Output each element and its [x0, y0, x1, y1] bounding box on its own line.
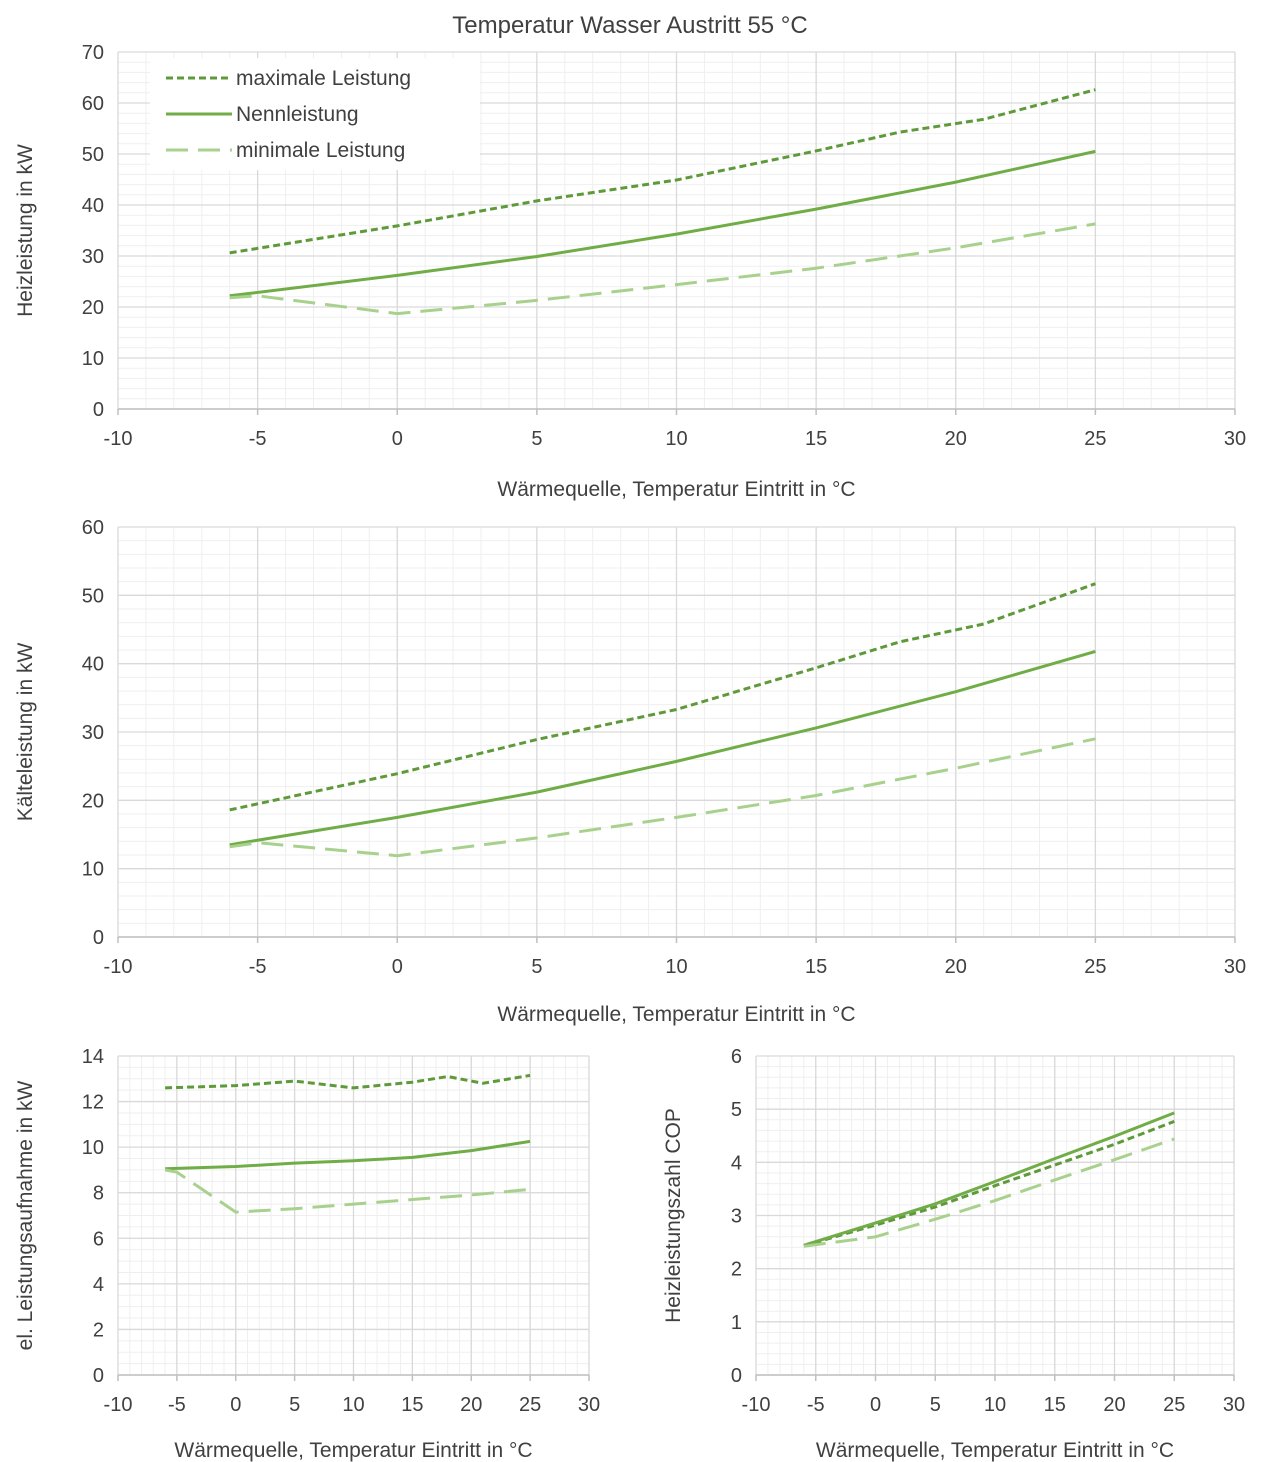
x-tick-label: 10 — [984, 1394, 1006, 1416]
y-tick-label: 40 — [82, 195, 104, 217]
legend-label: Nennleistung — [236, 103, 359, 126]
y-tick-label: 20 — [82, 790, 104, 812]
y-tick-label: 14 — [82, 1046, 104, 1068]
legend: maximale Leistung Nennleistung minimale Le… — [150, 58, 480, 170]
x-tick-label: 15 — [805, 956, 827, 978]
y-tick-label: 2 — [731, 1259, 742, 1281]
legend-label: minimale Leistung — [236, 139, 405, 162]
x-tick-label: -10 — [104, 428, 133, 450]
x-axis-label: Wärmequelle, Temperatur Eintritt in °C — [497, 1003, 855, 1026]
x-tick-label: 10 — [342, 1394, 364, 1416]
y-tick-label: 30 — [82, 246, 104, 268]
series-line-dashed — [803, 1137, 1175, 1248]
chart-2: -10 -5 0 5 10 15 20 25 30 0 10 20 30 40 50 60 Wärmequell… — [14, 517, 1246, 1026]
x-tick-label: 25 — [519, 1394, 541, 1416]
y-tick-label: 0 — [93, 399, 104, 421]
x-tick-label: 20 — [460, 1394, 482, 1416]
y-tick-label: 50 — [82, 144, 104, 166]
x-tick-label: 15 — [805, 428, 827, 450]
y-tick-label: 10 — [82, 348, 104, 370]
y-tick-label: 1 — [731, 1312, 742, 1334]
y-tick-label: 0 — [731, 1365, 742, 1387]
x-tick-label: 30 — [1224, 428, 1246, 450]
legend-label: maximale Leistung — [236, 67, 411, 90]
x-tick-label: -5 — [249, 956, 267, 978]
chart-4: -10 -5 0 5 10 15 20 25 30 0 1 2 3 4 5 6 Wärmequelle, Tem… — [662, 1046, 1245, 1462]
y-axis-label: Heizleistungszahl COP — [662, 1108, 685, 1323]
y-tick-label: 12 — [82, 1092, 104, 1114]
y-tick-label: 0 — [93, 927, 104, 949]
y-axis-label: Heizleistung in kW — [14, 144, 37, 317]
series-line-dotted — [165, 1073, 531, 1090]
y-tick-label: 60 — [82, 517, 104, 539]
series-line-dotted — [229, 88, 1096, 255]
series-line-dotted — [229, 582, 1096, 812]
series-line-solid — [229, 649, 1096, 847]
chart-3: -10 -5 0 5 10 15 20 25 30 0 2 4 6 8 10 12 14 Wärmequelle,… — [14, 1046, 600, 1462]
x-tick-label: 0 — [392, 428, 403, 450]
y-tick-label: 0 — [93, 1365, 104, 1387]
y-tick-label: 10 — [82, 1137, 104, 1159]
x-tick-label: 15 — [401, 1394, 423, 1416]
y-tick-label: 5 — [731, 1099, 742, 1121]
y-tick-label: 2 — [93, 1319, 104, 1341]
x-axis-label: Wärmequelle, Temperatur Eintritt in °C — [174, 1439, 532, 1462]
series-line-dashed — [229, 222, 1096, 316]
x-tick-label: -5 — [249, 428, 267, 450]
y-tick-label: 8 — [93, 1183, 104, 1205]
y-tick-label: 3 — [731, 1206, 742, 1228]
y-axis-label: el. Leistungsaufnahme in kW — [14, 1081, 37, 1351]
x-tick-label: 5 — [531, 428, 542, 450]
x-tick-label: 10 — [665, 428, 687, 450]
x-tick-label: 25 — [1084, 428, 1106, 450]
series-line-solid — [229, 149, 1096, 298]
x-tick-label: 0 — [230, 1394, 241, 1416]
series-line-dashed — [229, 737, 1096, 858]
x-tick-label: 20 — [945, 956, 967, 978]
y-tick-label: 30 — [82, 722, 104, 744]
x-tick-label: 0 — [392, 956, 403, 978]
x-tick-label: -10 — [104, 1394, 133, 1416]
x-tick-label: -5 — [168, 1394, 186, 1416]
x-tick-label: 5 — [930, 1394, 941, 1416]
x-tick-label: -10 — [742, 1394, 771, 1416]
x-tick-label: 20 — [945, 428, 967, 450]
x-tick-label: 5 — [289, 1394, 300, 1416]
x-tick-label: 30 — [1223, 1394, 1245, 1416]
y-tick-label: 6 — [731, 1046, 742, 1068]
y-tick-label: 6 — [93, 1228, 104, 1250]
y-tick-label: 70 — [82, 42, 104, 64]
x-tick-label: 10 — [665, 956, 687, 978]
y-tick-label: 10 — [82, 859, 104, 881]
x-tick-label: -10 — [104, 956, 133, 978]
x-tick-label: 20 — [1103, 1394, 1125, 1416]
x-tick-label: 15 — [1044, 1394, 1066, 1416]
y-tick-label: 60 — [82, 93, 104, 115]
chart-1: -10 -5 0 5 10 15 20 25 30 0 10 20 30 40 50 60 70 Wärmeque… — [14, 42, 1246, 501]
x-axis-label: Wärmequelle, Temperatur Eintritt in °C — [497, 478, 855, 501]
x-tick-label: 30 — [1224, 956, 1246, 978]
chart-title: Temperatur Wasser Austritt 55 °C — [452, 12, 808, 39]
y-axis-label: Kälteleistung in kW — [14, 643, 37, 822]
series-line-dotted — [803, 1119, 1175, 1248]
series-line-solid — [803, 1111, 1175, 1247]
series-line-solid — [165, 1139, 531, 1171]
y-tick-label: 50 — [82, 585, 104, 607]
y-tick-label: 40 — [82, 654, 104, 676]
x-tick-label: 30 — [578, 1394, 600, 1416]
series-line-dashed — [164, 1168, 531, 1214]
x-tick-label: 25 — [1084, 956, 1106, 978]
x-tick-label: 25 — [1163, 1394, 1185, 1416]
y-tick-label: 4 — [731, 1152, 742, 1174]
x-tick-label: 0 — [870, 1394, 881, 1416]
y-tick-label: 4 — [93, 1274, 104, 1296]
x-tick-label: -5 — [807, 1394, 825, 1416]
y-tick-label: 20 — [82, 297, 104, 319]
x-tick-label: 5 — [531, 956, 542, 978]
x-axis-label: Wärmequelle, Temperatur Eintritt in °C — [816, 1439, 1174, 1462]
